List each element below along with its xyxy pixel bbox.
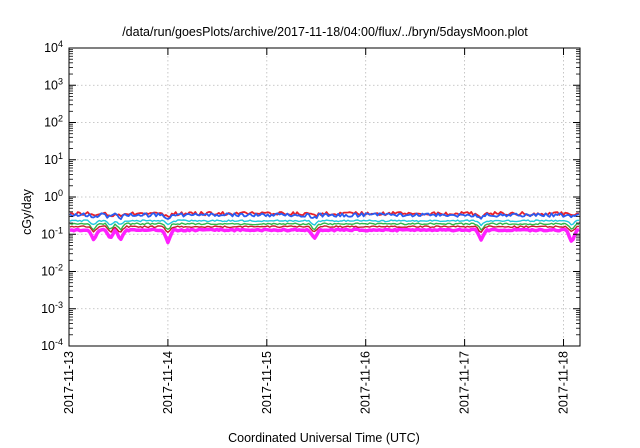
y-tick-label: 10-1 <box>41 225 63 241</box>
x-tick-label: 2017-11-17 <box>458 351 472 414</box>
y-axis-label: cGy/day <box>20 188 34 235</box>
y-tick-label: 101 <box>44 151 63 167</box>
tick-marks <box>68 47 580 347</box>
chart-title: /data/run/goesPlots/archive/2017-11-18/0… <box>122 25 528 39</box>
x-tick-label: 2017-11-15 <box>260 351 274 414</box>
series-line-6 <box>69 227 580 245</box>
series-line-2 <box>69 212 580 221</box>
y-tick-label: 10-4 <box>41 337 63 353</box>
x-axis-label: Coordinated Universal Time (UTC) <box>228 431 420 445</box>
series-line-4 <box>69 222 580 231</box>
x-tick-label: 2017-11-13 <box>62 351 76 414</box>
series-line-3 <box>69 219 580 227</box>
y-tick-label: 10-2 <box>41 263 63 279</box>
x-tick-label: 2017-11-18 <box>557 351 571 414</box>
y-tick-label: 100 <box>44 188 63 204</box>
x-tick-labels: 2017-11-13 2017-11-14 2017-11-15 2017-11-16… <box>62 351 571 414</box>
y-tick-label: 102 <box>44 114 63 130</box>
series-group <box>69 210 580 245</box>
series-line-5 <box>69 225 580 234</box>
y-tick-label: 10-3 <box>41 300 63 316</box>
y-tick-label: 104 <box>44 39 63 55</box>
y-tick-label: 103 <box>44 76 63 92</box>
x-tick-label: 2017-11-14 <box>161 351 175 414</box>
grid <box>69 48 580 346</box>
x-tick-label: 2017-11-16 <box>359 351 373 414</box>
y-tick-labels: 10-4 10-3 10-2 10-1 100 101 102 103 104 <box>41 39 63 353</box>
